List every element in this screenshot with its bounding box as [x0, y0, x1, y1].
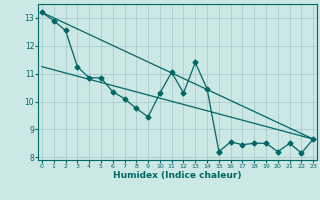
X-axis label: Humidex (Indice chaleur): Humidex (Indice chaleur): [113, 171, 242, 180]
